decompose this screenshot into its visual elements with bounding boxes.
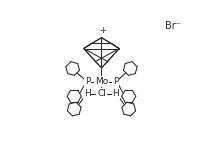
Text: Br⁻: Br⁻ [165, 21, 180, 31]
Text: Cl: Cl [97, 89, 106, 98]
Text: H: H [112, 89, 119, 98]
Text: P: P [113, 77, 118, 86]
Text: P: P [85, 77, 90, 86]
Text: Mo: Mo [95, 77, 108, 86]
Text: +: + [99, 26, 106, 35]
Text: H: H [84, 89, 91, 98]
